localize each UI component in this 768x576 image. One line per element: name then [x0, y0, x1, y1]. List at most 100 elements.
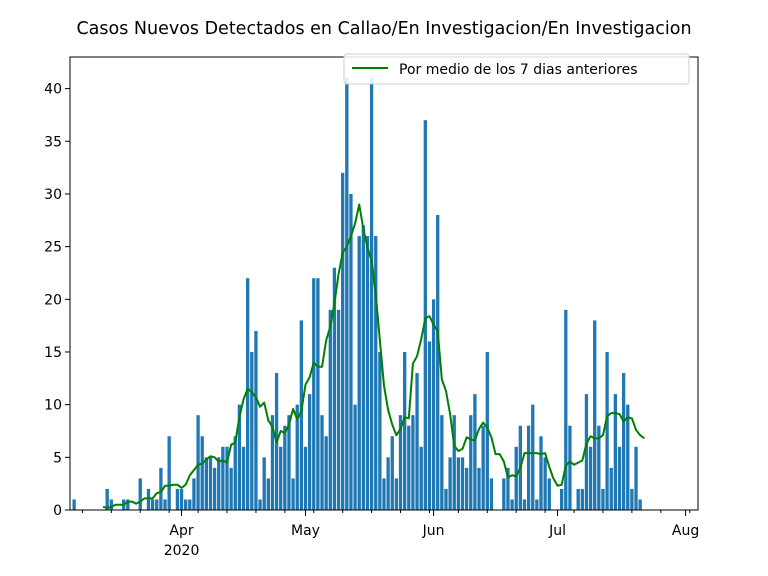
bar [535, 499, 539, 510]
bar [423, 120, 427, 511]
bar [72, 499, 76, 510]
bar [237, 404, 242, 510]
bar [175, 488, 180, 510]
bar [184, 499, 188, 510]
bar [514, 446, 518, 510]
bar [564, 309, 568, 510]
bar [332, 267, 337, 510]
bar [312, 278, 316, 510]
bar [353, 404, 357, 510]
bar [349, 193, 353, 510]
bar [266, 478, 270, 510]
bar [547, 478, 551, 510]
bar [295, 404, 299, 510]
bar [634, 446, 638, 510]
bar [560, 488, 564, 510]
bar [212, 467, 217, 510]
bar [522, 499, 527, 510]
bar [328, 309, 332, 510]
bar [167, 436, 171, 510]
bar-series [72, 78, 642, 511]
bar [316, 278, 320, 510]
bar [126, 499, 130, 510]
x-tick-label: Jul [548, 523, 566, 539]
bar [584, 394, 589, 510]
bar [601, 488, 605, 510]
legend: Por medio de los 7 dias anteriores [343, 53, 690, 85]
bar [502, 478, 506, 510]
bar [159, 467, 163, 510]
x-tick-label: Aug [672, 523, 699, 539]
bar [510, 499, 514, 510]
bar [390, 436, 394, 510]
bar [469, 415, 473, 510]
bar [456, 457, 461, 510]
bar [411, 415, 415, 510]
bar [477, 467, 481, 510]
bar [299, 320, 304, 510]
bar [419, 446, 423, 510]
bar [225, 446, 229, 510]
y-tick-label: 30 [44, 187, 62, 203]
y-tick-label: 10 [44, 398, 62, 414]
bar [460, 457, 465, 510]
bar [307, 394, 312, 510]
y-tick-label: 35 [44, 134, 62, 150]
bar [613, 394, 618, 510]
bar [407, 425, 411, 510]
bar [621, 373, 626, 510]
y-tick-label: 25 [44, 240, 62, 256]
bar [526, 425, 531, 510]
bar [208, 457, 213, 510]
y-tick-label: 15 [44, 345, 62, 361]
bar [617, 446, 622, 510]
bar [448, 457, 452, 510]
bar [109, 499, 113, 510]
bar [543, 457, 547, 510]
bar [580, 488, 584, 510]
bar [270, 415, 275, 510]
bar [241, 446, 246, 510]
bar [394, 478, 399, 510]
bar [345, 78, 349, 510]
bar [473, 394, 477, 510]
x-tick-label: May [291, 523, 320, 539]
bar [361, 225, 365, 510]
bar [576, 488, 580, 510]
chart-title: Casos Nuevos Detectados en Callao/En Inv… [76, 19, 691, 39]
bar [188, 499, 192, 510]
bar [287, 415, 291, 510]
bar [179, 488, 184, 510]
bar [415, 373, 419, 510]
bar [568, 425, 572, 510]
bar [452, 415, 456, 510]
bar [196, 415, 200, 510]
bar [357, 236, 361, 510]
bar [588, 446, 593, 510]
bar [146, 488, 151, 510]
bar [436, 215, 440, 510]
bar [597, 425, 601, 510]
x-tick-label: Apr [169, 523, 193, 539]
bar [464, 467, 469, 510]
bar [233, 436, 237, 510]
bar [138, 478, 142, 510]
bar [365, 236, 370, 510]
bar [283, 425, 287, 510]
bar [378, 351, 382, 510]
bar [150, 499, 155, 510]
bar [200, 436, 204, 510]
legend-box [343, 53, 690, 85]
y-tick-label: 20 [44, 292, 62, 308]
legend-entry-label: Por medio de los 7 dias anteriores [399, 62, 638, 78]
y-tick-label: 40 [44, 82, 62, 98]
bar [440, 415, 444, 510]
bar [258, 499, 262, 510]
bar [609, 467, 613, 510]
bar [336, 309, 341, 510]
bar [386, 457, 390, 510]
bar [626, 404, 630, 510]
bar [217, 457, 221, 510]
line-series [102, 203, 645, 509]
